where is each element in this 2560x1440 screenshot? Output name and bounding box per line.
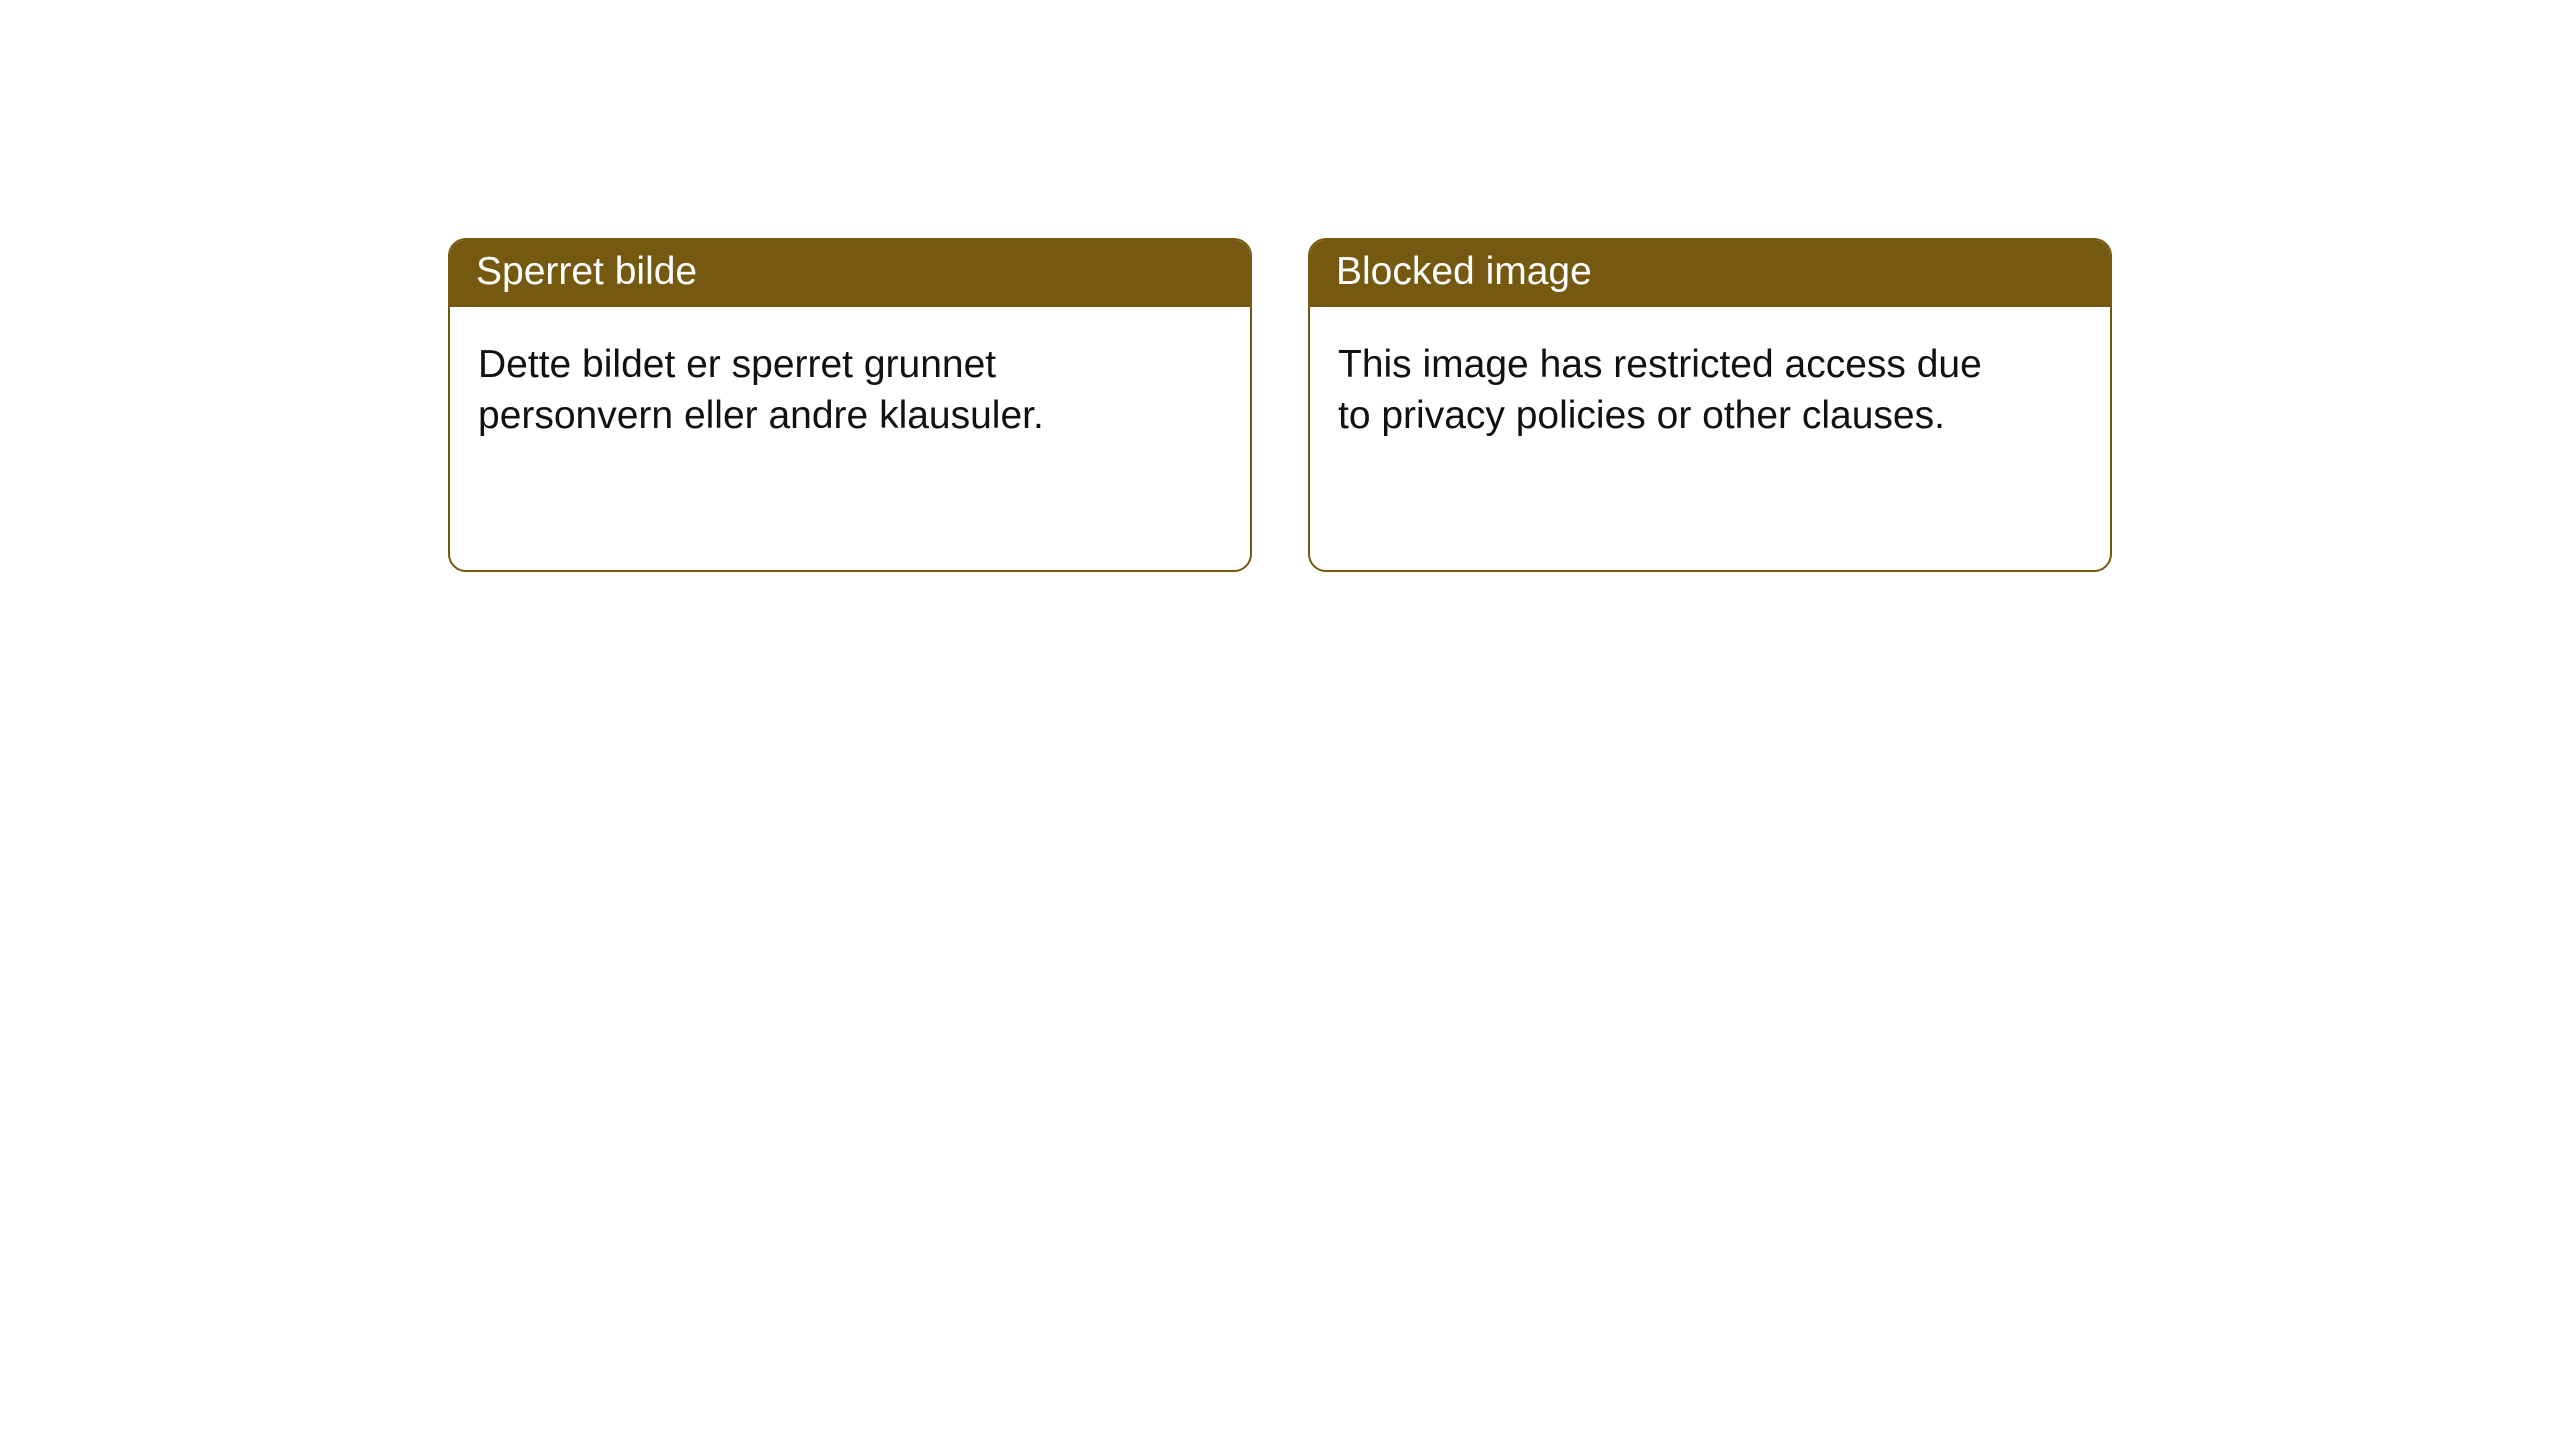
card-body-text: This image has restricted access due to …	[1310, 307, 2010, 474]
card-body-text: Dette bildet er sperret grunnet personve…	[450, 307, 1150, 474]
notice-card-norwegian: Sperret bilde Dette bildet er sperret gr…	[448, 238, 1252, 572]
notice-cards-container: Sperret bilde Dette bildet er sperret gr…	[0, 0, 2560, 572]
card-title: Sperret bilde	[450, 240, 1250, 307]
notice-card-english: Blocked image This image has restricted …	[1308, 238, 2112, 572]
card-title: Blocked image	[1310, 240, 2110, 307]
